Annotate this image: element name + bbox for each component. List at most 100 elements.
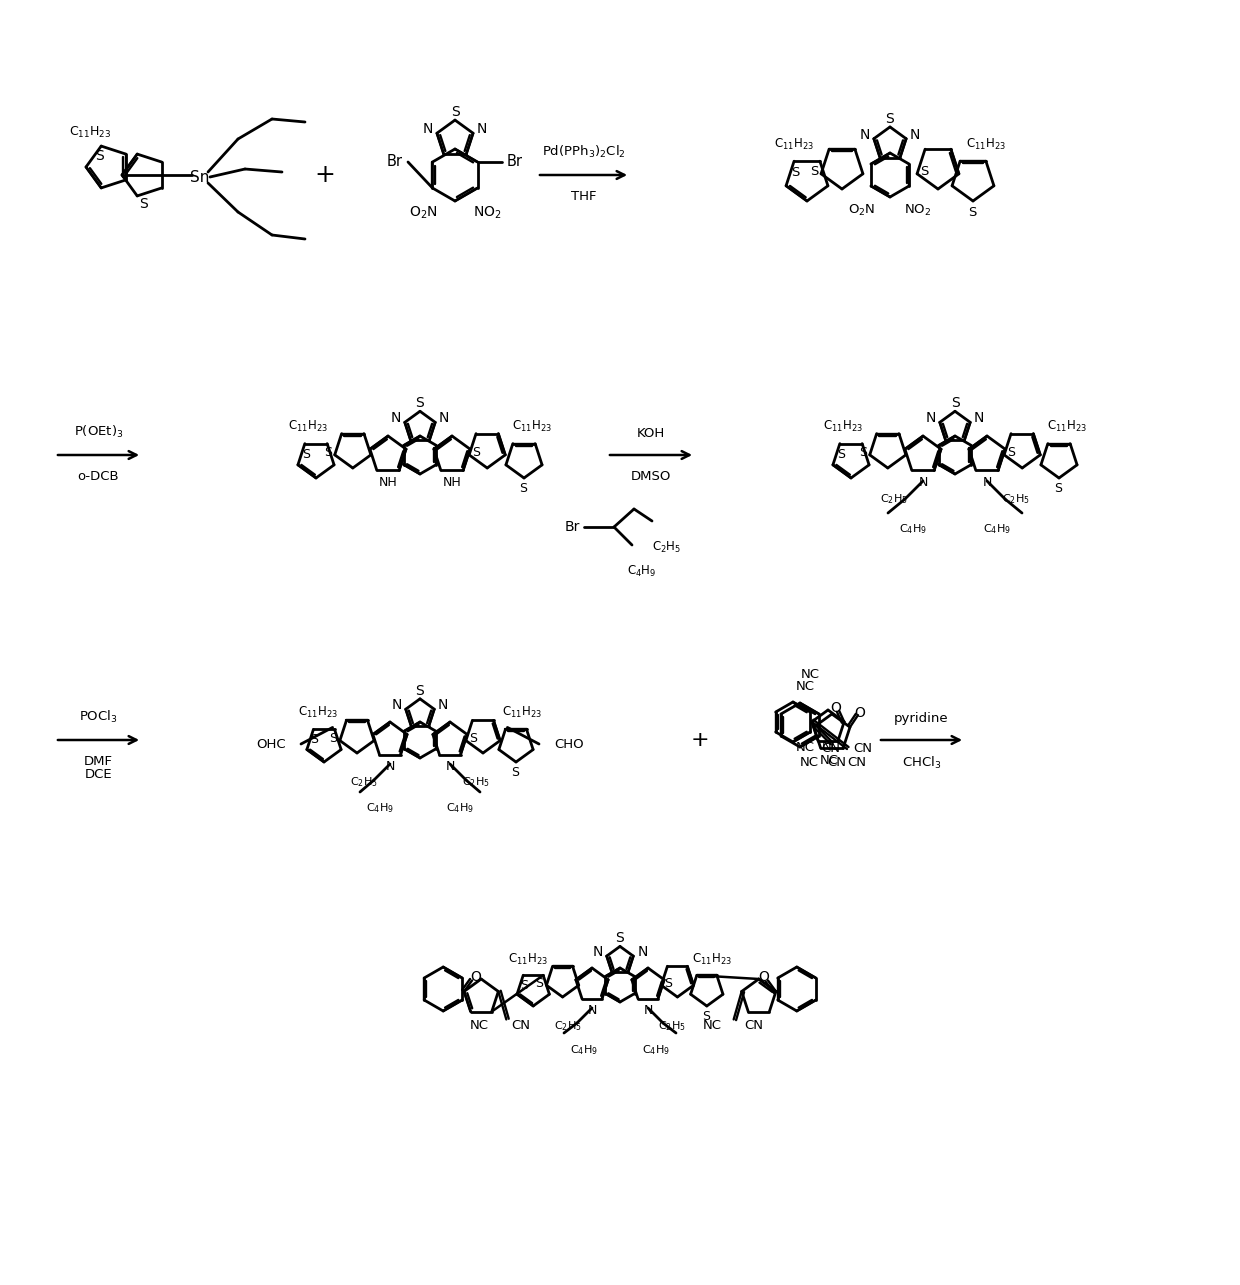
Text: C$_4$H$_9$: C$_4$H$_9$ bbox=[642, 1043, 670, 1056]
Text: NO$_2$: NO$_2$ bbox=[904, 203, 931, 217]
Text: C$_2$H$_5$: C$_2$H$_5$ bbox=[1002, 492, 1030, 506]
Text: N: N bbox=[637, 944, 647, 959]
Text: C$_4$H$_9$: C$_4$H$_9$ bbox=[899, 522, 928, 536]
Text: O$_2$N: O$_2$N bbox=[848, 203, 875, 217]
Text: CN: CN bbox=[821, 741, 839, 754]
Text: S: S bbox=[536, 977, 543, 989]
Text: NC: NC bbox=[801, 668, 820, 681]
Text: Pd(PPh$_3$)$_2$Cl$_2$: Pd(PPh$_3$)$_2$Cl$_2$ bbox=[542, 144, 625, 161]
Text: S: S bbox=[301, 448, 310, 461]
Text: C$_4$H$_9$: C$_4$H$_9$ bbox=[627, 563, 657, 578]
Text: C$_4$H$_9$: C$_4$H$_9$ bbox=[446, 801, 474, 815]
Text: C$_{11}$H$_{23}$: C$_{11}$H$_{23}$ bbox=[288, 419, 327, 433]
Text: N: N bbox=[439, 411, 449, 425]
Text: C$_4$H$_9$: C$_4$H$_9$ bbox=[366, 801, 394, 815]
Text: NC: NC bbox=[822, 740, 841, 753]
Text: pyridine: pyridine bbox=[894, 712, 949, 725]
Text: N: N bbox=[975, 411, 985, 425]
Text: P(OEt)$_3$: P(OEt)$_3$ bbox=[73, 424, 123, 439]
Text: S: S bbox=[415, 396, 424, 410]
Text: S: S bbox=[415, 684, 424, 698]
Text: S: S bbox=[702, 1010, 709, 1023]
Text: C$_{11}$H$_{23}$: C$_{11}$H$_{23}$ bbox=[966, 136, 1006, 152]
Text: S: S bbox=[469, 732, 477, 745]
Text: Br: Br bbox=[387, 154, 403, 170]
Text: KOH: KOH bbox=[637, 427, 665, 439]
Text: CN: CN bbox=[745, 1019, 764, 1032]
Text: O: O bbox=[831, 700, 842, 714]
Text: CN: CN bbox=[511, 1019, 531, 1032]
Text: S: S bbox=[967, 206, 976, 218]
Text: CHO: CHO bbox=[554, 738, 584, 750]
Text: S: S bbox=[324, 446, 332, 459]
Text: S: S bbox=[951, 396, 960, 410]
Text: NC: NC bbox=[469, 1019, 489, 1032]
Text: C$_2$H$_5$: C$_2$H$_5$ bbox=[652, 540, 681, 555]
Text: THF: THF bbox=[570, 190, 596, 203]
Text: S: S bbox=[615, 932, 625, 946]
Text: S: S bbox=[472, 446, 480, 459]
Text: O: O bbox=[854, 707, 866, 720]
Text: C$_4$H$_9$: C$_4$H$_9$ bbox=[983, 522, 1011, 536]
Text: CN: CN bbox=[853, 743, 872, 756]
Text: N: N bbox=[445, 759, 455, 772]
Text: C$_{11}$H$_{23}$: C$_{11}$H$_{23}$ bbox=[1047, 419, 1087, 433]
Text: N: N bbox=[910, 127, 920, 141]
Text: N: N bbox=[982, 477, 992, 490]
Text: CN: CN bbox=[827, 756, 846, 768]
Text: Br: Br bbox=[507, 154, 523, 170]
Text: S: S bbox=[511, 766, 520, 779]
Text: POCl$_3$: POCl$_3$ bbox=[79, 709, 118, 725]
Text: S: S bbox=[810, 166, 818, 179]
Text: O: O bbox=[759, 970, 769, 984]
Text: +: + bbox=[691, 730, 709, 750]
Text: N: N bbox=[391, 411, 401, 425]
Text: S: S bbox=[837, 448, 844, 461]
Text: C$_{11}$H$_{23}$: C$_{11}$H$_{23}$ bbox=[508, 951, 548, 966]
Text: C$_{11}$H$_{23}$: C$_{11}$H$_{23}$ bbox=[774, 136, 813, 152]
Text: N: N bbox=[423, 122, 433, 136]
Text: DMSO: DMSO bbox=[631, 470, 671, 483]
Text: N: N bbox=[588, 1004, 596, 1016]
Text: S: S bbox=[329, 732, 337, 745]
Text: S: S bbox=[139, 197, 148, 211]
Text: C$_2$H$_5$: C$_2$H$_5$ bbox=[880, 492, 908, 506]
Text: DMF: DMF bbox=[84, 756, 113, 768]
Text: C$_2$H$_5$: C$_2$H$_5$ bbox=[658, 1019, 686, 1033]
Text: C$_{11}$H$_{23}$: C$_{11}$H$_{23}$ bbox=[692, 951, 732, 966]
Text: N: N bbox=[392, 698, 402, 712]
Text: OHC: OHC bbox=[257, 738, 286, 750]
Text: C$_{11}$H$_{23}$: C$_{11}$H$_{23}$ bbox=[69, 125, 112, 140]
Text: S: S bbox=[791, 166, 800, 179]
Text: NO$_2$: NO$_2$ bbox=[472, 204, 501, 221]
Text: +: + bbox=[315, 163, 336, 188]
Text: C$_2$H$_5$: C$_2$H$_5$ bbox=[350, 775, 378, 789]
Text: S: S bbox=[665, 977, 672, 989]
Text: C$_{11}$H$_{23}$: C$_{11}$H$_{23}$ bbox=[823, 419, 863, 433]
Text: S: S bbox=[520, 482, 527, 496]
Text: O: O bbox=[471, 970, 481, 984]
Text: NC: NC bbox=[796, 740, 815, 753]
Text: S: S bbox=[94, 149, 104, 163]
Text: N: N bbox=[438, 698, 449, 712]
Text: C$_{11}$H$_{23}$: C$_{11}$H$_{23}$ bbox=[502, 704, 542, 720]
Text: o-DCB: o-DCB bbox=[78, 470, 119, 483]
Text: N: N bbox=[593, 944, 603, 959]
Text: S: S bbox=[310, 732, 319, 745]
Text: S: S bbox=[920, 166, 929, 179]
Text: Br: Br bbox=[564, 520, 579, 535]
Text: N: N bbox=[644, 1004, 652, 1016]
Text: S: S bbox=[859, 446, 867, 459]
Text: O$_2$N: O$_2$N bbox=[409, 204, 438, 221]
Text: C$_{11}$H$_{23}$: C$_{11}$H$_{23}$ bbox=[512, 419, 552, 433]
Text: DCE: DCE bbox=[84, 768, 113, 781]
Text: C$_2$H$_5$: C$_2$H$_5$ bbox=[554, 1019, 582, 1033]
Text: C$_{11}$H$_{23}$: C$_{11}$H$_{23}$ bbox=[298, 704, 339, 720]
Text: Sn: Sn bbox=[190, 170, 210, 185]
Text: S: S bbox=[450, 105, 459, 120]
Text: NC: NC bbox=[800, 756, 818, 768]
Text: S: S bbox=[521, 979, 528, 992]
Text: CHCl$_3$: CHCl$_3$ bbox=[901, 756, 941, 771]
Text: NH: NH bbox=[443, 477, 461, 490]
Text: S: S bbox=[1054, 482, 1061, 496]
